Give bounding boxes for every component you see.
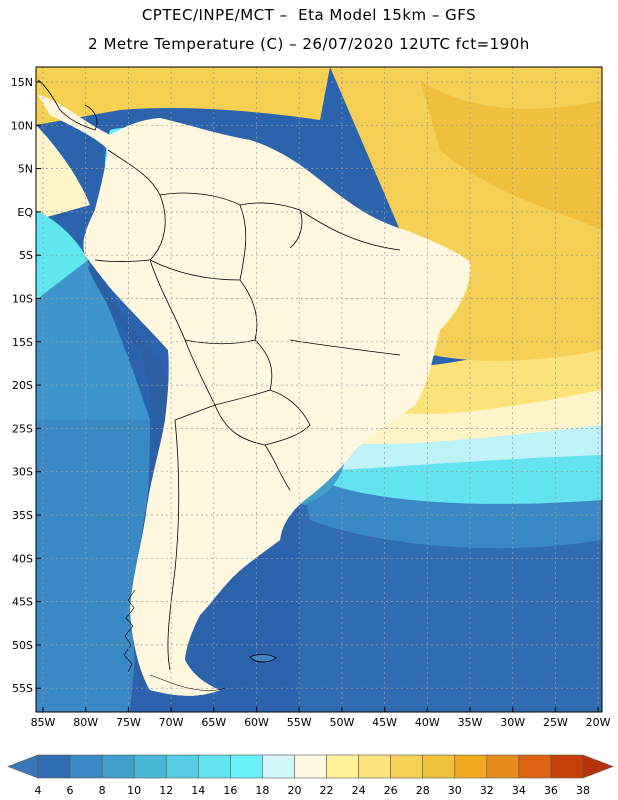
colorbar-label: 18 <box>255 784 269 797</box>
colorbar-label: 16 <box>223 784 237 797</box>
colorbar-label: 30 <box>448 784 462 797</box>
colorbar-cell <box>133 754 167 779</box>
lon-label: 75W <box>116 716 141 729</box>
lon-label: 60W <box>244 716 269 729</box>
colorbar: 4 6 8 10 12 14 16 18 20 22 24 26 28 30 32 34 36 38 <box>7 754 614 797</box>
colorbar-cell <box>486 754 520 779</box>
chile-archipelago <box>123 589 226 692</box>
lat-label: 35S <box>12 509 33 522</box>
graticule <box>36 67 602 712</box>
colorbar-cell <box>197 754 231 779</box>
lat-label: 55S <box>12 682 33 695</box>
colorbar-cell <box>390 754 424 779</box>
colorbar-label: 26 <box>384 784 398 797</box>
colorbar-cell <box>262 754 295 779</box>
lat-label: 20S <box>12 379 33 392</box>
colorbar-cell <box>101 754 135 779</box>
colorbar-label: 14 <box>191 784 205 797</box>
colorbar-label: 32 <box>480 784 494 797</box>
colorbar-cell <box>454 754 488 779</box>
latitude-labels: 15N 10N 5N EQ 5S 10S 15S 20S 25S 30S 35S 40S 45S 50S 5… <box>11 76 41 695</box>
colorbar-cell <box>358 754 391 779</box>
lat-label: 5N <box>18 163 33 176</box>
colorbar-right-arrow <box>582 754 614 779</box>
colorbar-label: 8 <box>99 784 106 797</box>
colorbar-label: 4 <box>35 784 42 797</box>
lat-label: 10S <box>12 293 33 306</box>
lat-label: 45S <box>12 596 33 609</box>
lon-label: 20W <box>586 716 611 729</box>
colorbar-cell <box>165 754 199 779</box>
lon-label: 25W <box>543 716 568 729</box>
colorbar-label: 28 <box>416 784 430 797</box>
lat-label: 15S <box>12 336 33 349</box>
falkland-islands <box>249 654 277 663</box>
lat-label: EQ <box>17 206 33 219</box>
colorbar-cell <box>230 754 263 779</box>
colorbar-left-arrow <box>7 754 39 779</box>
longitude-labels: 85W 80W 75W 70W 65W 60W 55W 50W 45W 40W 35W 30W 25W 2… <box>31 707 611 729</box>
lat-label: 50S <box>12 639 33 652</box>
lat-label: 10N <box>11 119 33 132</box>
lon-label: 45W <box>372 716 397 729</box>
lon-label: 50W <box>329 716 354 729</box>
map-frame <box>35 66 603 713</box>
map-field <box>36 67 602 712</box>
colorbar-cell <box>69 754 103 779</box>
lon-label: 35W <box>458 716 483 729</box>
lon-label: 30W <box>500 716 525 729</box>
lon-label: 65W <box>201 716 226 729</box>
lon-label: 70W <box>159 716 184 729</box>
colorbar-cell <box>518 754 552 779</box>
colorbar-label: 24 <box>352 784 366 797</box>
central-america-outline <box>37 79 98 131</box>
colorbar-cell <box>422 754 456 779</box>
colorbar-label: 38 <box>576 784 590 797</box>
colorbar-label: 10 <box>127 784 141 797</box>
colorbar-cell <box>326 754 359 779</box>
colorbar-cell <box>294 754 327 779</box>
colorbar-label: 22 <box>320 784 334 797</box>
map-title-line1: CPTEC/INPE/MCT – Eta Model 15km – GFS <box>141 6 477 24</box>
map-title-line2: 2 Metre Temperature (C) – 26/07/2020 12U… <box>88 35 530 53</box>
lat-label: 30S <box>12 466 33 479</box>
colorbar-cell <box>550 754 584 779</box>
lat-label: 40S <box>12 552 33 565</box>
colorbar-cell <box>37 754 71 779</box>
lon-label: 85W <box>31 716 56 729</box>
tropical-pacific <box>36 67 330 125</box>
colorbar-label: 20 <box>287 784 301 797</box>
lat-label: 25S <box>12 422 33 435</box>
lon-label: 55W <box>287 716 312 729</box>
colorbar-label: 34 <box>512 784 526 797</box>
temperature-map: 15N 10N 5N EQ 5S 10S 15S 20S 25S 30S 35S 40S 45S 50S 5… <box>11 66 611 729</box>
lon-label: 80W <box>73 716 98 729</box>
colorbar-label: 6 <box>67 784 74 797</box>
lat-label: 15N <box>11 76 33 89</box>
lon-label: 40W <box>415 716 440 729</box>
colorbar-label: 12 <box>159 784 173 797</box>
country-borders <box>37 94 471 697</box>
lat-label: 5S <box>19 249 33 262</box>
colorbar-label: 36 <box>544 784 558 797</box>
